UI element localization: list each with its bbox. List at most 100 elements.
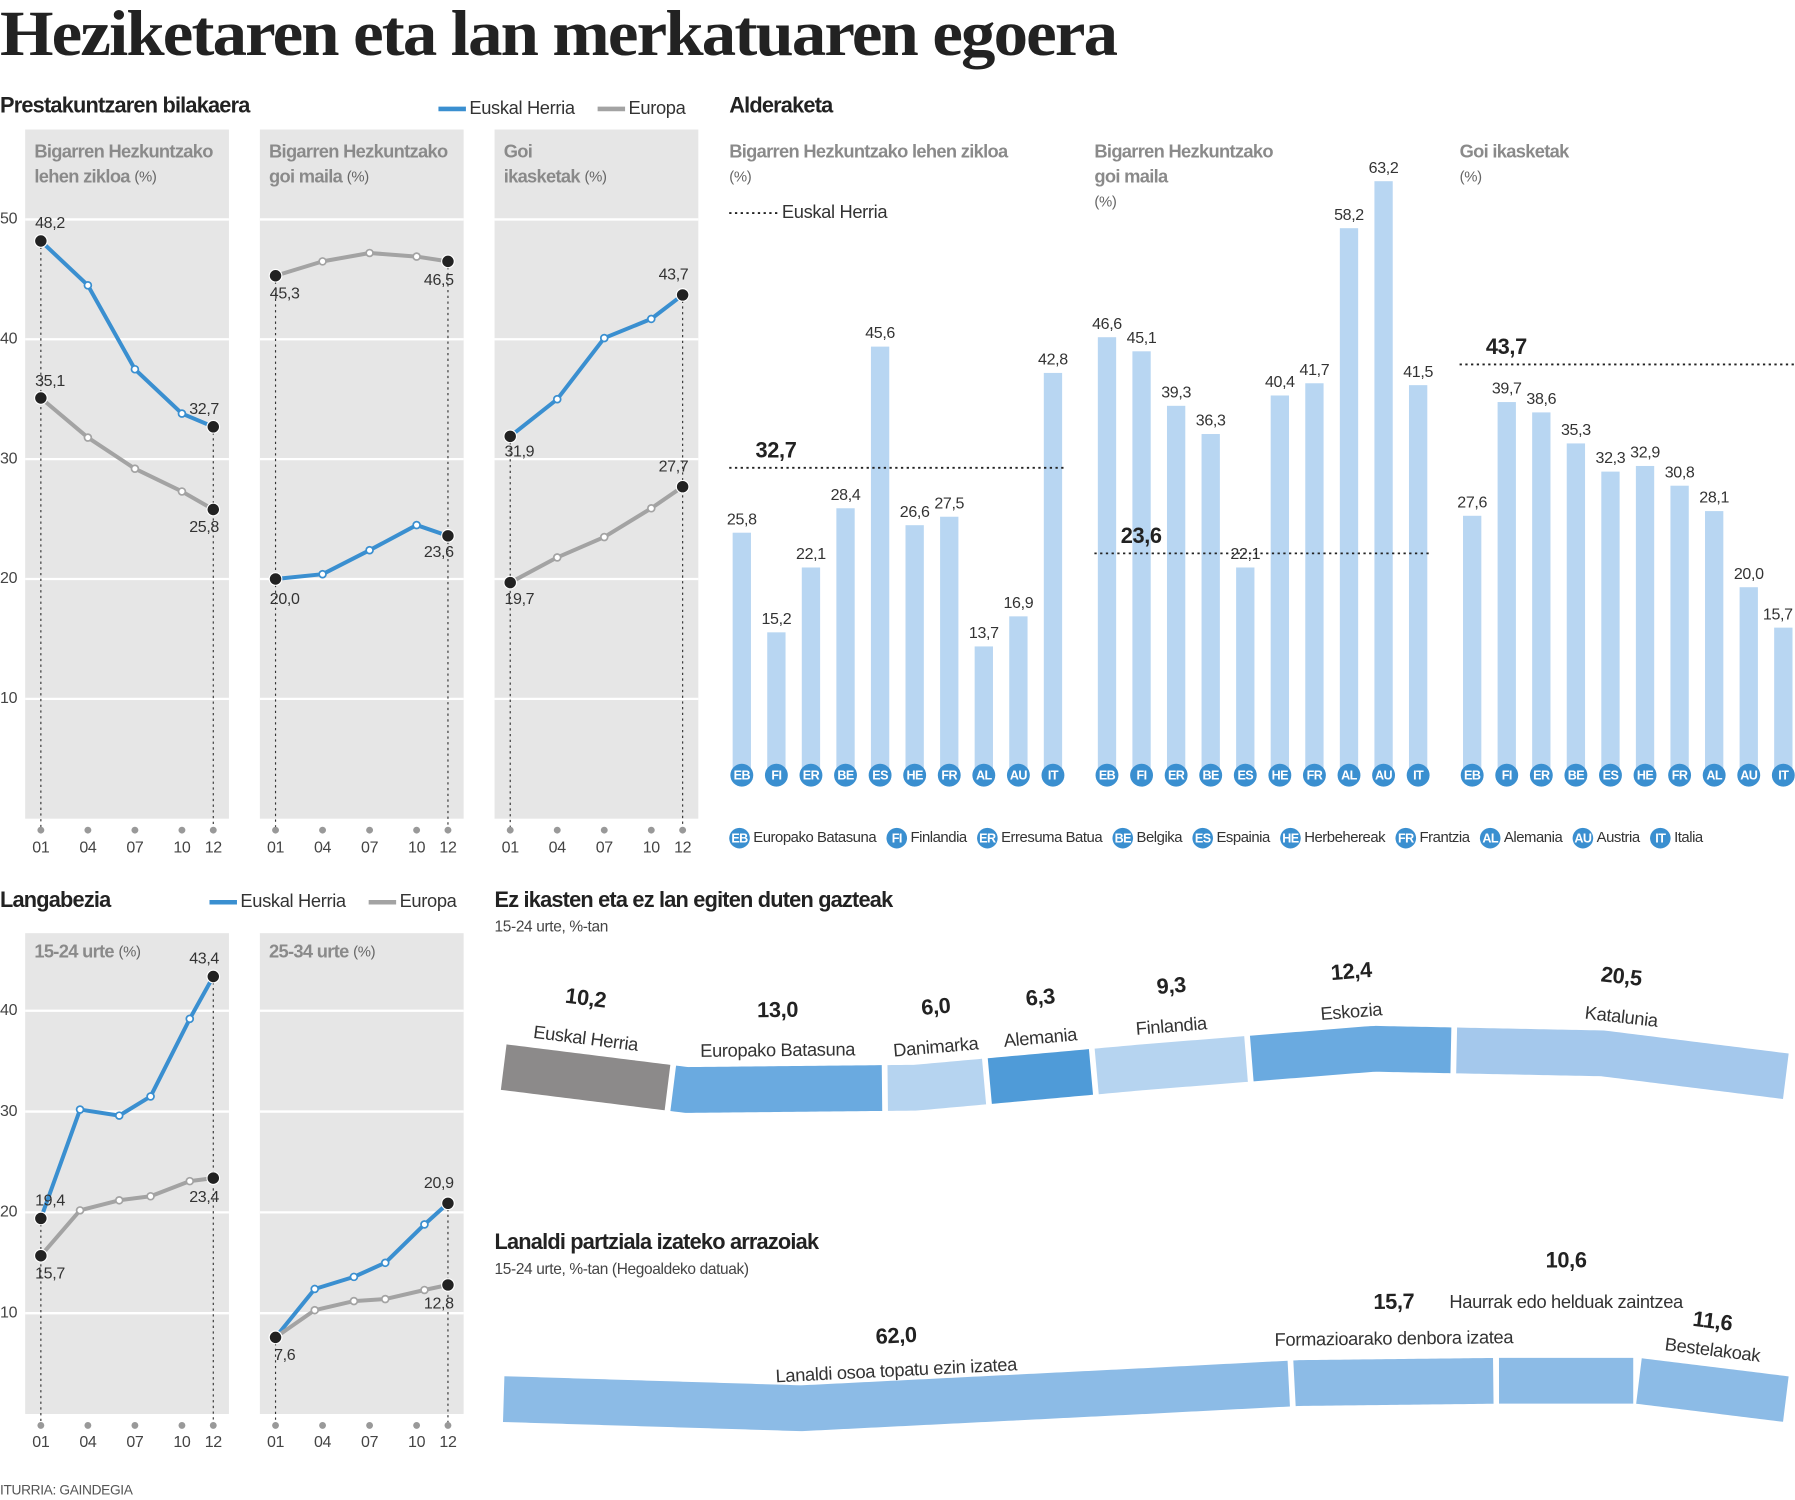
legend-label: Europa [629, 97, 687, 118]
point [349, 1296, 359, 1306]
x-tick [272, 826, 279, 834]
point [75, 1206, 85, 1215]
x-tick-label: 12 [674, 839, 692, 857]
point [420, 1285, 429, 1295]
segment-name: Haurrak edo helduak zaintzea [1449, 1291, 1684, 1312]
value-label: 22,1 [796, 545, 826, 563]
code-badge [1337, 763, 1361, 787]
point [380, 1294, 390, 1304]
value-label: 32,7 [189, 400, 219, 418]
code-badge [1233, 763, 1257, 787]
point [185, 1176, 195, 1186]
value-label: 12,8 [424, 1295, 454, 1313]
bar [836, 508, 855, 776]
code-badge [1702, 763, 1726, 787]
x-tick-label: 07 [126, 1433, 144, 1451]
point [146, 1191, 155, 1201]
value-label: 40,4 [1265, 373, 1295, 391]
panel-unit: (%) [585, 170, 607, 186]
segment-name: Europako Batasuna [700, 1038, 856, 1061]
code-badge [1633, 763, 1657, 787]
code-badge [1529, 763, 1553, 787]
bar [1670, 485, 1689, 776]
value-label: 38,6 [1526, 390, 1556, 408]
legend-code: FI [892, 832, 902, 846]
legend-name: Europako Batasuna [753, 830, 877, 846]
value-label: 43,7 [659, 266, 689, 284]
segment [869, 1058, 1007, 1111]
legend-name: Italia [1674, 830, 1704, 846]
segment-value: 10,6 [1546, 1247, 1587, 1272]
end-point [441, 1278, 455, 1292]
panel-background [259, 933, 464, 1414]
code-label: IT [1048, 769, 1059, 783]
legend-code: AL [1482, 832, 1499, 846]
panel-title: Bigarren Hezkuntzako [269, 140, 448, 161]
point [365, 248, 374, 258]
x-tick [319, 826, 326, 834]
x-tick-label: 07 [361, 1433, 379, 1451]
point [412, 252, 421, 261]
code-label: FR [1307, 769, 1323, 783]
bar [1043, 372, 1063, 776]
legend-label: Euskal Herria [469, 97, 576, 118]
code-badge [937, 763, 961, 787]
bar [1532, 412, 1551, 776]
panel-unit: (%) [134, 170, 156, 186]
y-tick-label: 10 [0, 689, 18, 707]
point [420, 1220, 429, 1229]
source: ITURRIA: GAINDEGIA [0, 1482, 134, 1497]
point [412, 520, 421, 530]
panel-unit: (%) [353, 945, 375, 961]
code-label: AL [976, 769, 993, 783]
legend-name: Belgika [1137, 830, 1184, 846]
code-label: BE [1203, 769, 1220, 783]
code-label: AU [1010, 769, 1028, 783]
code-label: FI [1502, 769, 1512, 783]
segment-value: 15,7 [1373, 1289, 1414, 1314]
value-label: 28,4 [831, 486, 861, 504]
x-tick-label: 04 [549, 839, 567, 857]
bar [905, 525, 924, 776]
point [646, 314, 656, 324]
section-subtitle: 15-24 urte, %-tan (Hegoaldeko datuak) [495, 1261, 749, 1278]
x-tick [272, 1421, 279, 1429]
code-label: EB [1464, 769, 1481, 783]
code-label: ER [803, 769, 820, 783]
legend-badge [977, 827, 998, 849]
main-title: Heziketaren eta lan merkatuaren egoera [0, 0, 1118, 69]
legend-badge [1112, 827, 1134, 849]
x-tick [647, 826, 655, 834]
segment-value: 12,4 [1330, 957, 1373, 985]
section-title: Prestakuntzaren bilakaera [0, 92, 251, 117]
value-label: 23,4 [189, 1188, 219, 1206]
segment-value: 6,0 [920, 993, 951, 1020]
x-tick-label: 01 [502, 839, 520, 857]
x-tick-label: 12 [205, 839, 223, 857]
reference-label: 32,7 [756, 438, 797, 463]
point [177, 487, 187, 496]
legend-badge [1395, 827, 1417, 849]
bar [767, 632, 786, 776]
legend-label: Europa [400, 890, 458, 911]
segment-value: 62,0 [875, 1322, 917, 1349]
point [146, 1092, 155, 1101]
segment [1620, 1358, 1795, 1422]
section-title: Alderaketa [729, 92, 834, 117]
bar [801, 567, 821, 776]
value-label: 41,7 [1300, 361, 1330, 379]
bar [1166, 405, 1186, 776]
segment-name: Bestelakoak [1664, 1333, 1763, 1366]
segment-value: 20,5 [1600, 961, 1644, 991]
y-tick-label: 40 [0, 330, 18, 348]
end-point [268, 572, 283, 586]
value-label: 39,7 [1492, 380, 1522, 398]
code-badge [1495, 763, 1519, 787]
legend-badge [1650, 827, 1671, 849]
code-badge [1668, 763, 1692, 787]
point [310, 1284, 320, 1294]
x-tick [131, 826, 139, 834]
code-badge [764, 763, 788, 787]
end-point [206, 969, 221, 984]
y-tick-label: 30 [0, 449, 18, 467]
